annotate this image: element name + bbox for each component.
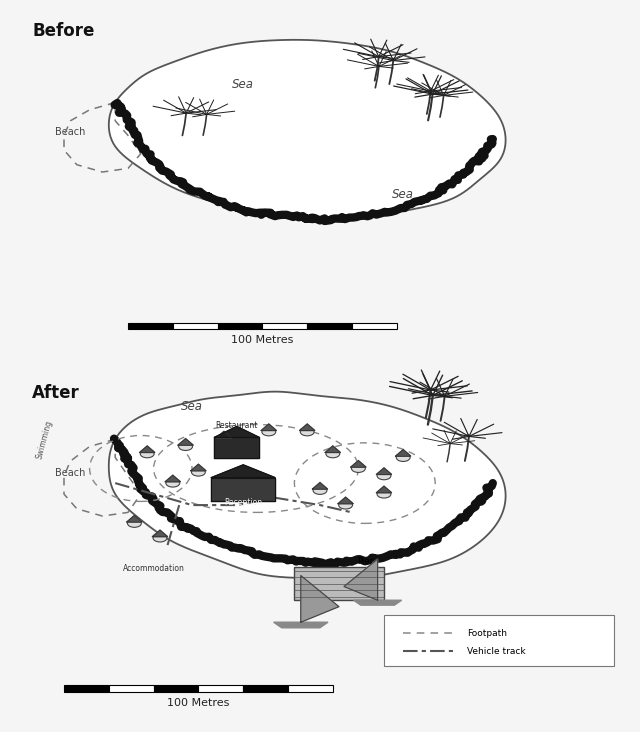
Circle shape [377, 472, 391, 479]
Bar [218, 323, 262, 329]
Circle shape [166, 479, 180, 487]
Text: Sea: Sea [392, 187, 414, 201]
Polygon shape [301, 575, 339, 622]
Polygon shape [140, 446, 155, 452]
Polygon shape [127, 515, 142, 522]
Text: 100 Metres: 100 Metres [231, 335, 294, 346]
Polygon shape [344, 559, 378, 600]
Polygon shape [152, 530, 168, 537]
Circle shape [217, 436, 231, 443]
Polygon shape [211, 477, 275, 501]
Circle shape [351, 465, 365, 472]
Polygon shape [216, 431, 232, 438]
Text: Beach: Beach [55, 468, 86, 478]
Polygon shape [300, 424, 315, 430]
Polygon shape [351, 460, 366, 467]
Polygon shape [109, 40, 506, 220]
Bar [384, 615, 614, 666]
Bar [243, 685, 288, 692]
Text: After: After [32, 384, 80, 403]
Polygon shape [214, 438, 259, 458]
Polygon shape [338, 497, 353, 504]
Polygon shape [376, 486, 392, 493]
Circle shape [262, 428, 276, 436]
Text: Beach: Beach [55, 127, 86, 138]
Text: Reception: Reception [224, 498, 262, 507]
Bar [307, 323, 352, 329]
Polygon shape [211, 465, 275, 477]
Text: Sea: Sea [232, 78, 254, 91]
Text: Vehicle track: Vehicle track [467, 647, 526, 656]
Polygon shape [312, 482, 328, 489]
Polygon shape [214, 426, 259, 438]
Polygon shape [109, 392, 506, 579]
Circle shape [326, 450, 340, 458]
Polygon shape [274, 622, 328, 628]
Circle shape [300, 428, 314, 436]
Text: Swimming: Swimming [35, 419, 54, 460]
Text: Sea: Sea [181, 400, 203, 413]
Circle shape [140, 450, 154, 458]
Bar [294, 567, 384, 600]
Polygon shape [178, 438, 193, 445]
Circle shape [127, 520, 141, 527]
Polygon shape [354, 600, 402, 605]
Circle shape [179, 443, 193, 450]
Circle shape [377, 490, 391, 498]
Circle shape [339, 501, 353, 509]
Polygon shape [325, 446, 340, 452]
Bar [352, 323, 397, 329]
Text: Accommodation: Accommodation [123, 564, 184, 573]
Polygon shape [165, 475, 180, 482]
Text: Pier: Pier [356, 556, 373, 566]
Circle shape [153, 534, 167, 542]
Bar [288, 685, 333, 692]
Bar [198, 685, 243, 692]
Polygon shape [261, 424, 276, 430]
Text: Before: Before [32, 22, 94, 40]
Circle shape [396, 454, 410, 461]
Polygon shape [376, 468, 392, 474]
Text: Restaurant: Restaurant [216, 421, 258, 430]
Text: 100 Metres: 100 Metres [167, 698, 230, 708]
Bar [262, 323, 307, 329]
Circle shape [313, 487, 327, 494]
Polygon shape [396, 449, 411, 456]
Bar [154, 685, 198, 692]
Circle shape [191, 468, 205, 476]
Bar [128, 323, 173, 329]
Bar [109, 685, 154, 692]
Bar [173, 323, 218, 329]
Bar [64, 685, 109, 692]
Polygon shape [191, 464, 206, 471]
Text: Footpath: Footpath [467, 629, 507, 638]
